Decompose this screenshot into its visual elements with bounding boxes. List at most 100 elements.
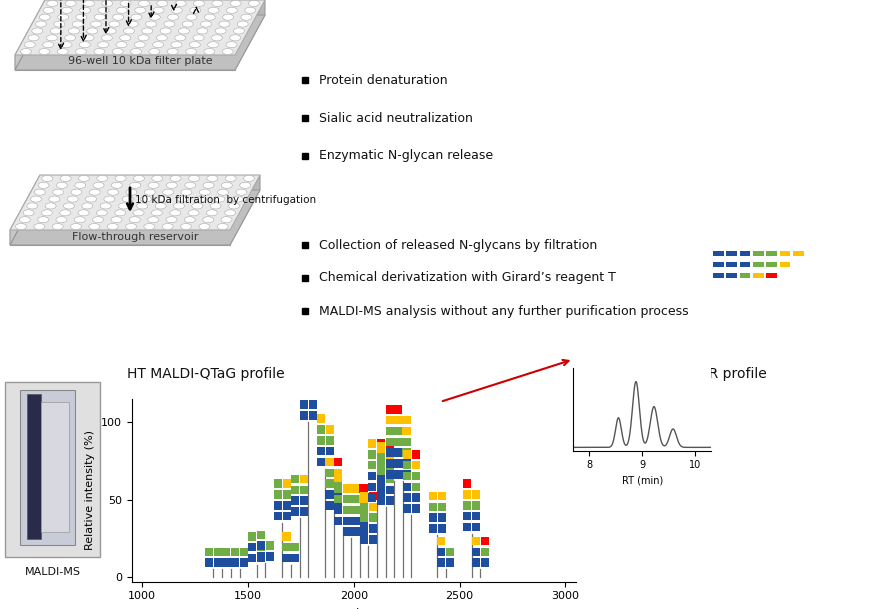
Bar [386, 416, 394, 424]
Ellipse shape [68, 196, 78, 202]
Bar [240, 547, 248, 556]
Bar [41, 402, 69, 532]
Bar [386, 459, 394, 468]
Ellipse shape [199, 224, 210, 230]
Ellipse shape [83, 35, 94, 41]
Bar [248, 554, 256, 562]
Ellipse shape [115, 175, 126, 181]
Bar [369, 492, 377, 501]
Ellipse shape [68, 28, 79, 34]
Bar [257, 543, 265, 551]
Bar [360, 502, 368, 511]
Ellipse shape [155, 203, 166, 209]
Bar [292, 507, 300, 516]
Ellipse shape [203, 217, 213, 223]
Polygon shape [10, 175, 260, 230]
Ellipse shape [221, 217, 232, 223]
Ellipse shape [234, 28, 244, 34]
Bar [403, 470, 412, 479]
Polygon shape [15, 0, 45, 70]
Bar [377, 439, 385, 448]
Bar [377, 471, 385, 480]
Bar [308, 379, 316, 387]
Bar [334, 484, 342, 493]
Bar [472, 523, 480, 531]
Bar [343, 495, 351, 504]
Ellipse shape [65, 35, 76, 41]
Text: Collection of released N-glycans by filtration: Collection of released N-glycans by filt… [319, 239, 597, 252]
Ellipse shape [38, 182, 49, 188]
Ellipse shape [218, 189, 228, 195]
Ellipse shape [135, 7, 146, 13]
Ellipse shape [204, 14, 215, 20]
Bar [300, 368, 308, 376]
Ellipse shape [56, 217, 67, 223]
Bar [369, 524, 377, 533]
Bar [300, 401, 308, 409]
Bar [377, 464, 385, 473]
Ellipse shape [151, 209, 163, 216]
Ellipse shape [153, 41, 164, 48]
Bar [317, 458, 325, 466]
Bar [283, 490, 291, 499]
Ellipse shape [97, 175, 108, 181]
Ellipse shape [129, 217, 140, 223]
Bar [463, 512, 471, 521]
Bar [231, 558, 239, 567]
Bar [472, 558, 480, 567]
Ellipse shape [170, 209, 180, 216]
Bar [446, 547, 454, 556]
Ellipse shape [94, 49, 105, 55]
Ellipse shape [141, 28, 153, 34]
Bar [463, 523, 471, 531]
Ellipse shape [131, 14, 142, 20]
Bar [472, 537, 480, 545]
Bar [360, 524, 368, 533]
Text: Enzymatic N-glycan release: Enzymatic N-glycan release [319, 149, 493, 163]
Ellipse shape [175, 1, 186, 7]
Bar [266, 541, 274, 550]
Ellipse shape [43, 7, 54, 13]
Ellipse shape [61, 41, 72, 48]
Bar [222, 558, 230, 567]
Bar [352, 505, 360, 514]
Bar [377, 453, 385, 462]
Ellipse shape [185, 182, 196, 188]
Bar [377, 485, 385, 494]
Ellipse shape [199, 189, 211, 195]
Ellipse shape [229, 35, 241, 41]
Ellipse shape [47, 1, 58, 7]
Bar [231, 558, 239, 567]
Bar [283, 543, 291, 551]
Ellipse shape [23, 209, 34, 216]
Ellipse shape [45, 203, 56, 209]
Ellipse shape [101, 35, 112, 41]
Bar [343, 505, 351, 514]
Ellipse shape [170, 175, 181, 181]
Bar [20, 390, 75, 545]
Ellipse shape [214, 196, 225, 202]
Bar [351, 484, 359, 493]
Ellipse shape [212, 35, 222, 41]
Bar [326, 425, 334, 434]
Ellipse shape [153, 7, 164, 13]
Bar [325, 479, 333, 488]
Bar [437, 547, 445, 556]
Ellipse shape [188, 175, 199, 181]
Bar [352, 495, 360, 504]
Ellipse shape [104, 196, 115, 202]
Ellipse shape [208, 41, 219, 48]
Bar [213, 558, 221, 567]
Ellipse shape [78, 209, 89, 216]
Ellipse shape [100, 203, 111, 209]
Bar [403, 438, 412, 446]
Ellipse shape [186, 14, 197, 20]
Ellipse shape [244, 7, 256, 13]
Text: MALDI-MS analysis without any further purification process: MALDI-MS analysis without any further pu… [319, 304, 689, 317]
Bar [317, 425, 325, 434]
Ellipse shape [148, 49, 160, 55]
Ellipse shape [42, 175, 52, 181]
Ellipse shape [37, 217, 49, 223]
Bar [257, 541, 265, 550]
Ellipse shape [212, 1, 223, 7]
